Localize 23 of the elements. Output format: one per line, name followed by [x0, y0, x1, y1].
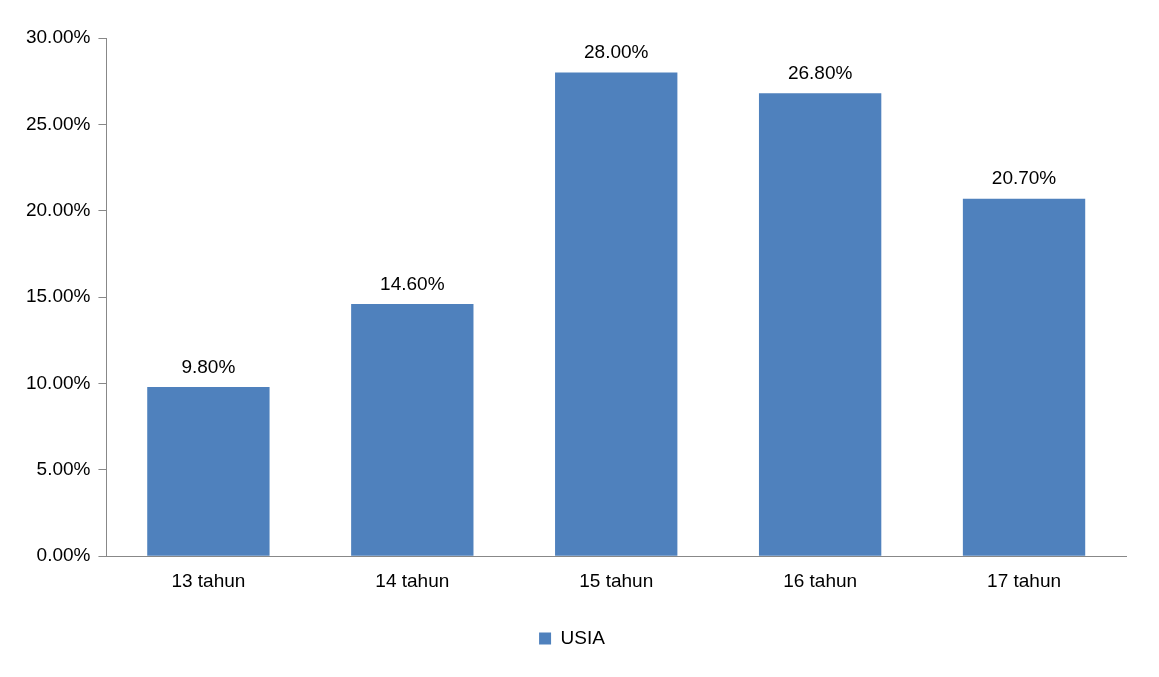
y-tick-label: 20.00% — [25, 198, 91, 220]
x-tick-label: 13 tahun — [171, 569, 246, 591]
data-label: 20.70% — [991, 167, 1057, 189]
y-tick-label: 5.00% — [36, 458, 91, 480]
bar — [351, 304, 474, 556]
data-label: 28.00% — [583, 41, 649, 63]
y-tick-label: 0.00% — [36, 544, 91, 566]
data-label: 26.80% — [787, 62, 853, 84]
y-tick-label: 30.00% — [25, 26, 91, 48]
y-tick-label: 10.00% — [25, 371, 91, 393]
x-tick-label: 17 tahun — [987, 569, 1062, 591]
legend-label: USIA — [560, 626, 606, 648]
y-tick-label: 15.00% — [25, 285, 91, 307]
x-tick-label: 14 tahun — [375, 569, 450, 591]
bar — [758, 93, 882, 556]
data-label: 9.80% — [181, 355, 236, 377]
y-tick-label: 25.00% — [25, 112, 91, 134]
x-tick-label: 16 tahun — [783, 569, 858, 591]
x-tick-label: 15 tahun — [579, 569, 654, 591]
bar — [147, 386, 270, 556]
data-label: 14.60% — [380, 272, 445, 294]
bar — [555, 72, 678, 556]
bar — [962, 198, 1086, 556]
